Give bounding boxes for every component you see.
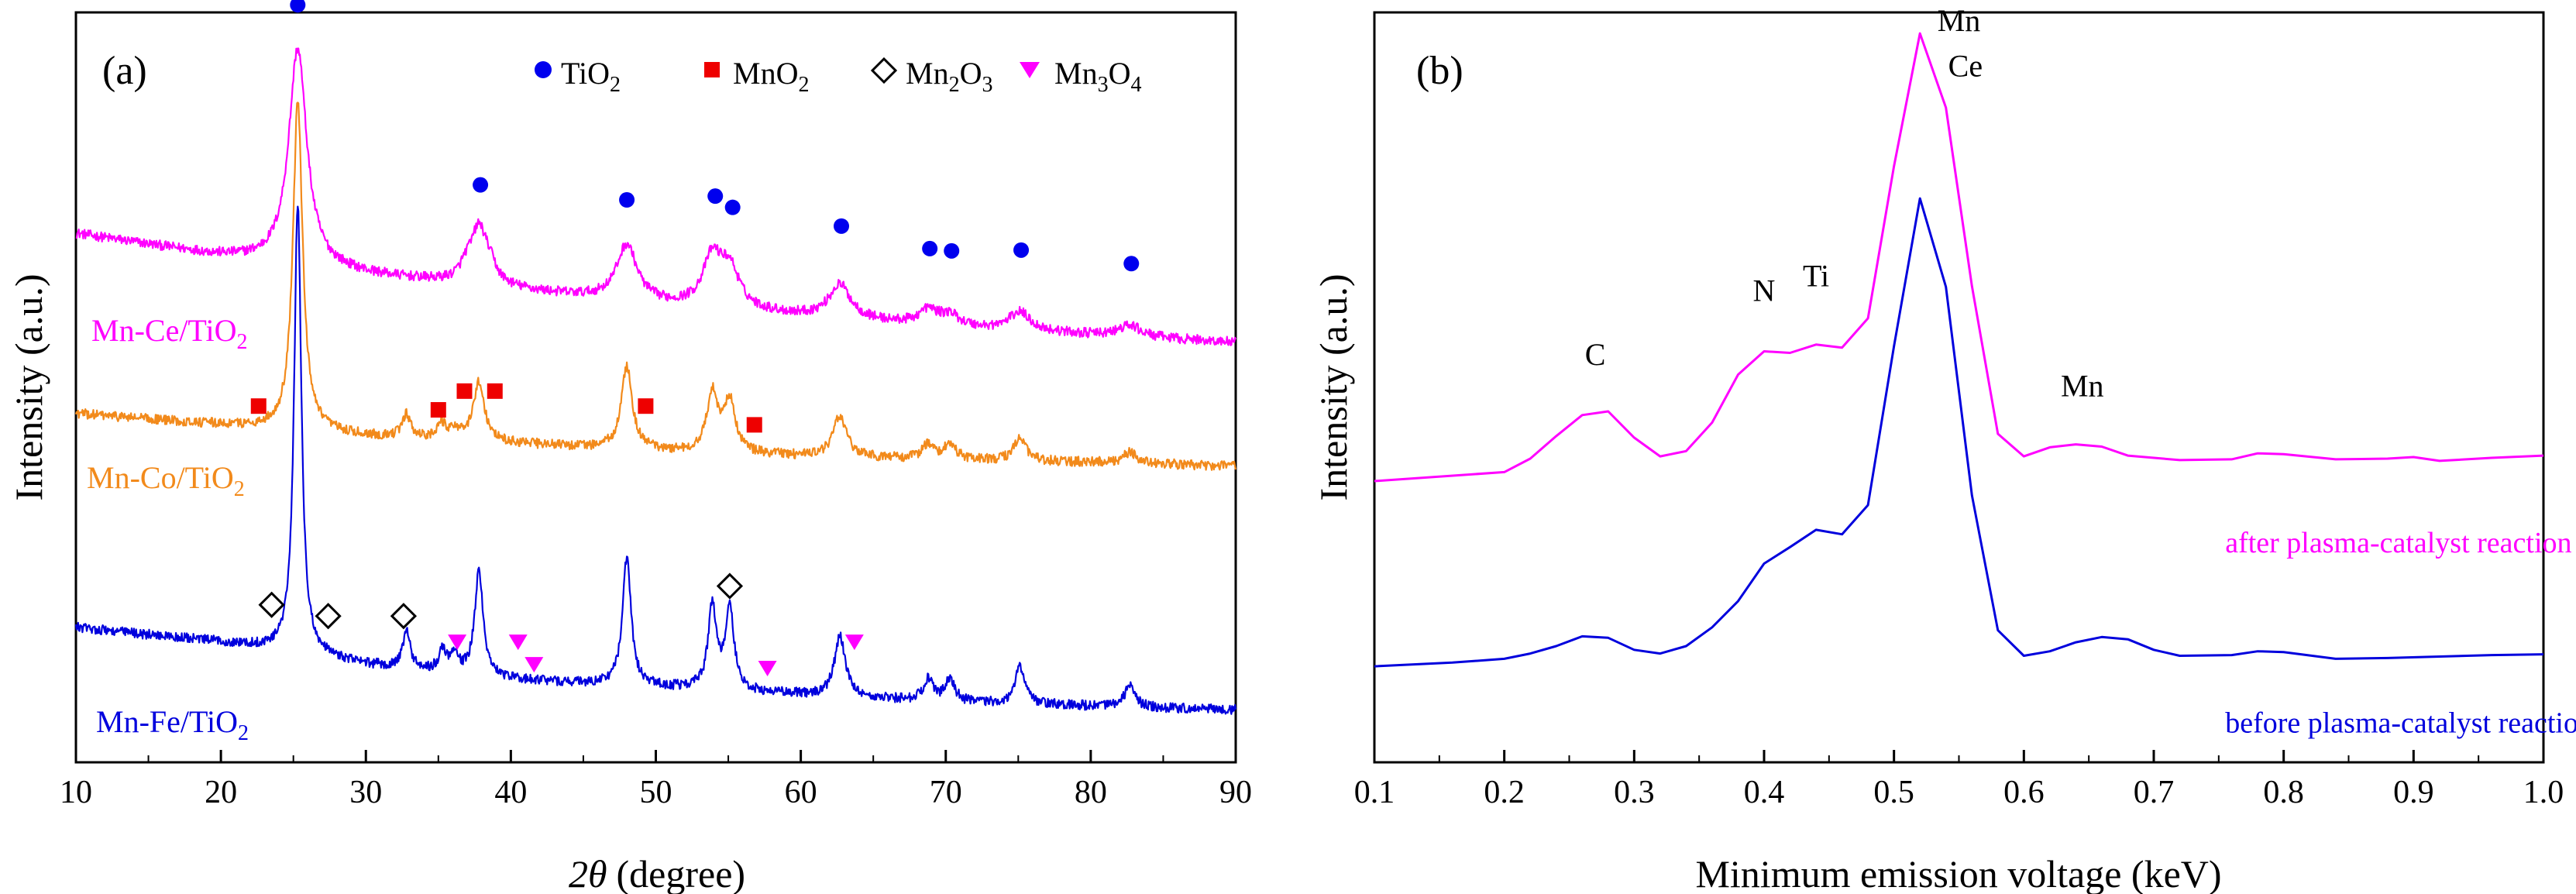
element-annotation: Mn <box>1938 3 1981 38</box>
panel-a-x-axis-label: 2θ (degree) <box>569 852 745 894</box>
panel-a-legend: TiO2 MnO2 Mn2O3 Mn3O4 <box>535 56 1141 97</box>
panel-a: 10 20 30 40 50 60 70 80 90 (a) TiO2 MnO2 Mn2O3 M… <box>7 0 1252 894</box>
x-tick-label: 0.1 <box>1354 775 1395 810</box>
series-label-mn-ce: Mn-Ce/TiO2 <box>91 313 247 354</box>
x-tick-label: 0.4 <box>1744 775 1785 810</box>
mno2-peak-marker <box>430 402 446 418</box>
mn3o4-peak-marker <box>524 657 544 673</box>
legend-entry-mn2o3: Mn2O3 <box>870 56 992 97</box>
tio2-peak-marker <box>922 240 938 256</box>
x-tick-label: 40 <box>494 775 527 810</box>
legend-marker-diamond <box>870 57 898 84</box>
mn3o4-peak-marker <box>448 634 467 651</box>
panel-a-y-axis-label: Intensity (a.u.) <box>7 274 50 501</box>
element-annotation: Mn <box>2061 369 2104 404</box>
panel-a-series-lines <box>74 47 1237 715</box>
legend-marker-circle <box>535 61 552 78</box>
mn2o3-peak-marker <box>258 591 285 618</box>
x-tick-label: 0.9 <box>2393 775 2434 810</box>
mn3o4-peak-marker <box>844 634 864 651</box>
tio2-peak-marker <box>1123 256 1140 272</box>
series-line-mn-ce-tio2 <box>75 47 1237 346</box>
x-tick-label: 20 <box>205 775 237 810</box>
mn2o3-peak-marker <box>716 573 744 600</box>
panel-b-series-lines <box>1374 32 2544 668</box>
tio2-peak-marker <box>290 0 306 13</box>
series-line-before-reaction <box>1374 197 2544 668</box>
x-tick-label: 1.0 <box>2523 775 2564 810</box>
panel-b-x-axis-label: Minimum emission voltage (keV) <box>1695 852 2221 894</box>
x-tick-label: 0.5 <box>1873 775 1914 810</box>
x-tick-label: 70 <box>930 775 962 810</box>
panel-b-element-annotations: CNTiOMnCeMn <box>1585 3 2104 404</box>
mn3o4-peak-marker <box>758 661 777 676</box>
series-label-after-reaction: after plasma-catalyst reaction <box>2225 527 2571 559</box>
tio2-peak-marker <box>944 242 960 259</box>
mno2-peak-marker <box>456 383 473 399</box>
legend-label-mn2o3: Mn2O3 <box>906 56 992 97</box>
legend-entry-mn3o4: Mn3O4 <box>1020 56 1141 97</box>
panel-b-y-axis-label: Intensity (a.u.) <box>1312 274 1355 501</box>
series-line-mn-co-tio2 <box>74 101 1237 471</box>
x-tick-label: 0.7 <box>2134 775 2175 810</box>
element-annotation: C <box>1585 337 1606 372</box>
mno2-peak-marker <box>250 398 267 414</box>
element-annotation: N <box>1753 273 1776 308</box>
panel-b-label: (b) <box>1416 49 1463 93</box>
x-tick-label: 50 <box>640 775 672 810</box>
legend-marker-square <box>704 62 720 77</box>
element-annotation: Ce <box>1948 48 1983 83</box>
mn3o4-peak-marker <box>508 634 528 651</box>
x-tick-label: 0.8 <box>2263 775 2304 810</box>
legend-entry-tio2: TiO2 <box>535 56 621 97</box>
panel-a-phase-markers <box>250 0 1140 676</box>
panel-a-plot-frame <box>74 11 1237 764</box>
legend-label-mno2: MnO2 <box>733 56 809 97</box>
x-tick-label: 80 <box>1075 775 1107 810</box>
x-tick-label: 0.6 <box>2003 775 2045 810</box>
mno2-peak-marker <box>746 417 762 433</box>
x-tick-label: 30 <box>349 775 382 810</box>
mn2o3-peak-marker <box>315 603 342 630</box>
panel-b: 0.10.20.30.40.50.60.70.80.91.0 CNTiOMnCe… <box>1312 3 2576 894</box>
tio2-peak-marker <box>834 218 850 234</box>
tio2-peak-marker <box>724 199 741 215</box>
x-tick-label: 0.3 <box>1614 775 1655 810</box>
series-line-after-reaction <box>1374 32 2544 483</box>
tio2-peak-marker <box>1013 242 1030 258</box>
panel-b-x-ticks: 0.1 0.2 0.3 0.4 0.5 0.6 0.7 0.8 0.9 1.0 <box>1354 750 2564 810</box>
series-label-mn-fe: Mn-Fe/TiO2 <box>96 704 249 745</box>
series-line-mn-fe-tio2 <box>74 205 1237 715</box>
series-label-before-reaction: before plasma-catalyst reaction <box>2225 707 2576 739</box>
tio2-peak-marker <box>473 177 489 193</box>
mno2-peak-marker <box>638 398 654 414</box>
legend-marker-triangle-down <box>1020 62 1040 78</box>
series-label-mn-co: Mn-Co/TiO2 <box>87 460 245 501</box>
mn2o3-peak-marker <box>390 603 418 630</box>
x-tick-label: 60 <box>785 775 817 810</box>
legend-label-tio2: TiO2 <box>561 56 621 97</box>
legend-entry-mno2: MnO2 <box>704 56 809 97</box>
x-tick-label: 10 <box>60 775 92 810</box>
tio2-peak-marker <box>619 192 635 208</box>
element-annotation: Ti <box>1803 258 1829 293</box>
panel-a-x-ticks: 10 20 30 40 50 60 70 80 90 <box>60 750 1252 810</box>
mno2-peak-marker <box>487 383 503 399</box>
x-tick-label: 90 <box>1219 775 1252 810</box>
panel-a-label: (a) <box>102 49 147 93</box>
x-tick-label: 0.2 <box>1484 775 1525 810</box>
tio2-peak-marker <box>707 188 724 205</box>
legend-label-mn3o4: Mn3O4 <box>1054 56 1141 97</box>
